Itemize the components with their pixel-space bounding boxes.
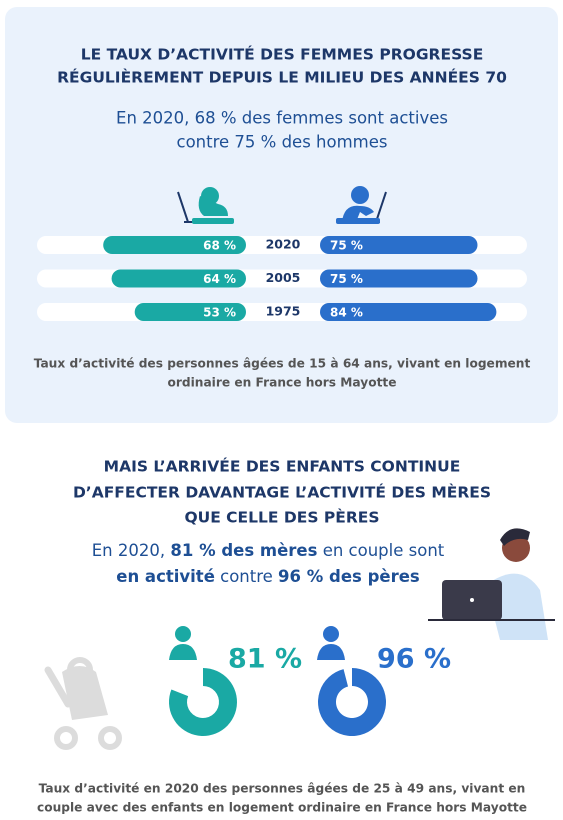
bar <box>103 236 246 254</box>
category-label: 2005 <box>266 270 301 285</box>
subtitle-part: 81 % des mères <box>170 541 317 560</box>
subtitle-part: 96 % des pères <box>278 567 420 586</box>
note: Taux d’activité des personnes âgées de 1… <box>34 357 531 371</box>
illustration-stroller <box>44 657 122 750</box>
value-label: 64 % <box>203 272 236 286</box>
bar <box>134 303 246 321</box>
donut-segment <box>318 668 387 736</box>
note: Taux d’activité en 2020 des personnes âg… <box>39 782 526 796</box>
value-label: 75 % <box>330 239 363 253</box>
illustration-person <box>428 528 555 640</box>
value-label: 96 % <box>377 644 451 675</box>
title: QUE CELLE DES PÈRES <box>184 508 379 527</box>
woman-icon <box>177 187 234 224</box>
category-label: 1975 <box>266 304 301 319</box>
note: ordinaire en France hors Mayotte <box>167 376 396 390</box>
title: D’AFFECTER DAVANTAGE L’ACTIVITÉ DES MÈRE… <box>73 483 491 502</box>
subtitle-part: En 2020, <box>92 541 171 560</box>
subtitle-part: en activité <box>116 567 215 586</box>
title: MAIS L’ARRIVÉE DES ENFANTS CONTINUE <box>104 457 461 476</box>
value-label: 68 % <box>203 239 236 253</box>
subtitle-part: en couple sont <box>317 541 444 560</box>
note: couple avec des enfants en logement ordi… <box>37 801 527 815</box>
bar <box>111 269 246 288</box>
subtitle: contre 75 % des hommes <box>177 133 388 152</box>
bar <box>320 269 478 288</box>
value-label: 75 % <box>330 272 363 286</box>
bar <box>320 303 497 321</box>
value-label: 81 % <box>228 644 302 675</box>
value-label: 53 % <box>203 306 236 320</box>
title: RÉGULIÈREMENT DEPUIS LE MILIEU DES ANNÉE… <box>57 68 507 87</box>
mother-icon <box>169 626 197 660</box>
subtitle: En 2020, 68 % des femmes sont actives <box>116 109 448 128</box>
bar <box>320 236 478 254</box>
father-icon <box>317 626 345 660</box>
subtitle: en activité contre 96 % des pères <box>116 567 420 586</box>
title: LE TAUX D’ACTIVITÉ DES FEMMES PROGRESSE <box>81 45 484 64</box>
man-icon <box>336 186 387 224</box>
subtitle: En 2020, 81 % des mères en couple sont <box>92 541 445 560</box>
subtitle-part: contre <box>215 567 278 586</box>
donut-segment <box>169 668 238 736</box>
category-label: 2020 <box>266 237 301 252</box>
value-label: 84 % <box>330 306 363 320</box>
